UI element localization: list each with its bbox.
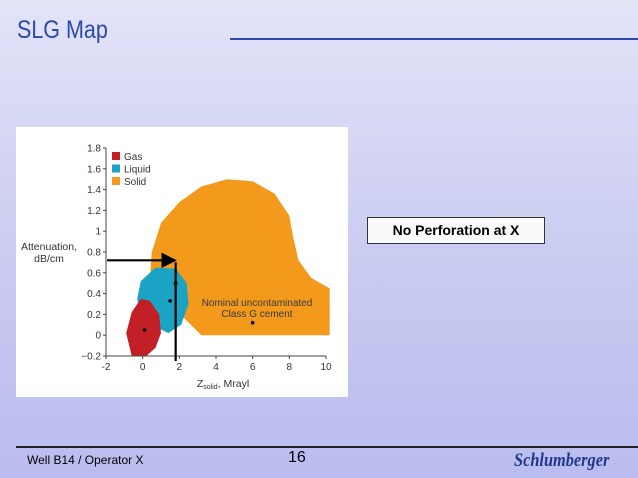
annotation-line: Class G cement: [221, 309, 292, 320]
x-axis-label: Zsolid, Mrayl: [197, 378, 249, 391]
guide-layer: [107, 252, 177, 361]
region-solid: [150, 179, 330, 336]
legend-label-solid: Solid: [124, 177, 146, 188]
y-axis-label: dB/cm: [34, 253, 64, 265]
y-tick-label: 0.4: [87, 289, 101, 300]
x-tick-label: 2: [177, 362, 183, 373]
slg-map-chart: 1.8 1.6 1.4 1.2 1 0.8 0.6 0.4 0.2 0 −0.2 -2 0 2 4 6 8 10 …: [16, 127, 348, 397]
x-tick-label: 4: [213, 362, 219, 373]
legend-swatch-gas: [112, 152, 120, 160]
legend-label-gas: Gas: [124, 152, 142, 163]
y-tick-label: 1.8: [87, 144, 101, 155]
company-logo: Schlumberger: [514, 450, 610, 471]
x-tick-label: 0: [140, 362, 146, 373]
y-tick-label: 0.6: [87, 268, 101, 279]
x-tick-label: 8: [287, 362, 293, 373]
x-tick-label: 10: [320, 362, 332, 373]
callout-box: No Perforation at X: [367, 217, 545, 244]
footer-well-label: Well B14 / Operator X: [27, 453, 144, 467]
chart-svg: 1.81.61.41.210.80.60.40.20−0.2-2 0 2 4 6 8 10 …: [21, 144, 332, 392]
axes-layer: 1.8 1.6 1.4 1.2 1 0.8 0.6 0.4 0.2 0 −0.2-2 0 2 4 6 8 10: [81, 144, 332, 374]
region-gas: [126, 298, 161, 356]
y-tick-label: 0.8: [87, 248, 101, 259]
centroid-gas: [142, 328, 147, 332]
region-layer: [126, 179, 330, 356]
legend-label-liquid: Liquid: [124, 165, 151, 176]
legend-swatch-liquid: [112, 164, 120, 173]
y-tick-label: 1.6: [87, 164, 101, 175]
slide-title: SLG Map: [17, 16, 108, 44]
centroid-liquid: [168, 299, 172, 303]
y-tick-label: 0: [95, 331, 101, 342]
y-axis-label: Attenuation,: [21, 241, 77, 253]
title-divider: [230, 38, 638, 40]
legend-swatch-solid: [112, 177, 120, 185]
y-tick-label: 1.4: [87, 185, 101, 196]
x-tick-label: -2: [102, 362, 111, 373]
annotation-line: Nominal uncontaminated: [202, 298, 313, 309]
y-tick-label: 1.2: [87, 206, 101, 217]
x-tick-label: 6: [250, 362, 256, 373]
centroid-solid: [250, 320, 255, 325]
footer-divider: [16, 446, 638, 448]
y-tick-label: 0.2: [87, 310, 101, 321]
y-tick-label: −0.2: [81, 352, 101, 363]
y-tick-label: 1: [95, 227, 101, 238]
page-number: 16: [288, 449, 306, 466]
